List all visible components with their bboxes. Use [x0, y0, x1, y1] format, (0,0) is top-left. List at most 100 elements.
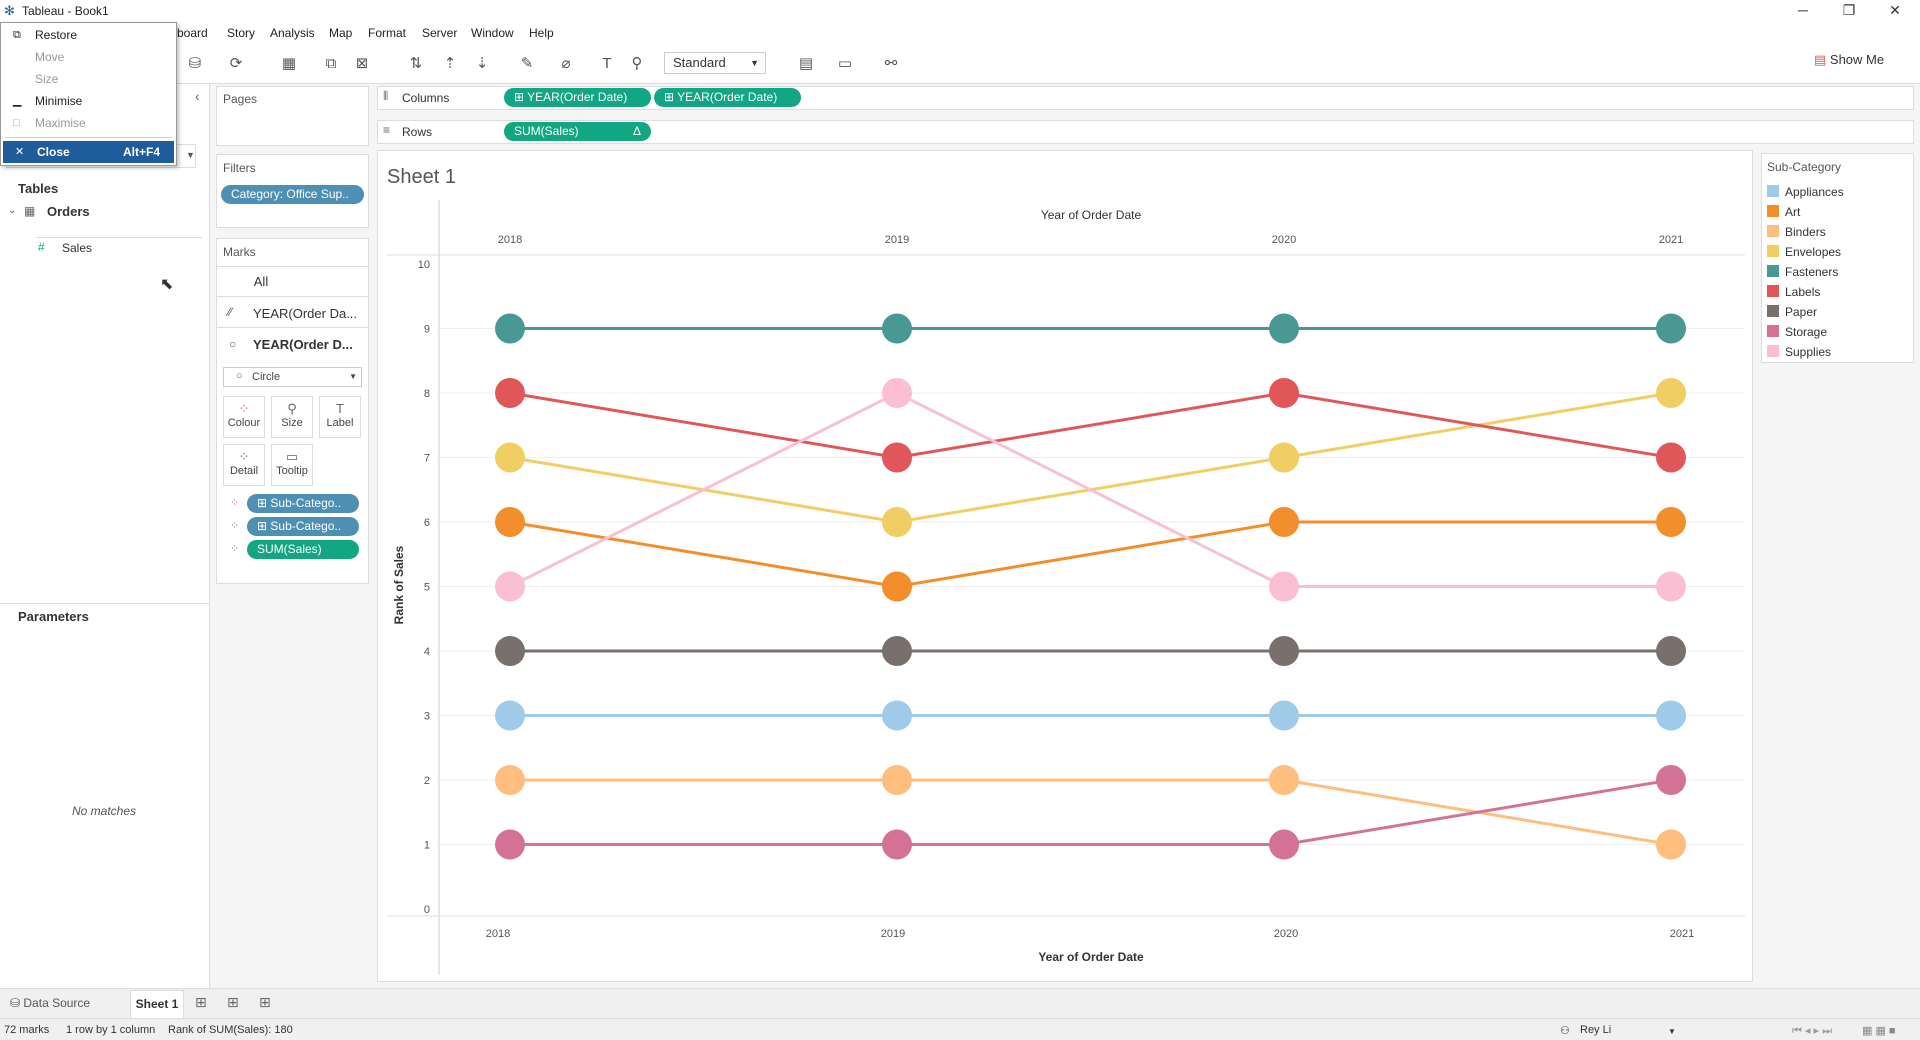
data-source-tab[interactable]: ⛁ Data Source — [10, 996, 90, 1010]
colour-button[interactable]: ⁘ Colour — [223, 396, 265, 438]
show-mark-labels-icon[interactable]: T — [602, 55, 612, 72]
menu-item-maximise[interactable]: □ Maximise — [1, 112, 176, 134]
restore-window-button[interactable]: ❐ — [1842, 2, 1856, 18]
close-icon: ✕ — [15, 146, 25, 158]
swap-rows-columns-icon[interactable]: ⇅ — [409, 55, 423, 72]
marks-all-tab[interactable]: All — [253, 274, 269, 289]
rows-pill-sales[interactable]: SUM(Sales) Δ — [504, 122, 651, 141]
user-name[interactable]: Rey Li — [1580, 1024, 1612, 1036]
restore-icon: ⧉ — [13, 29, 21, 41]
new-worksheet-icon[interactable]: ▦ — [281, 55, 297, 72]
legend-item[interactable]: Paper — [1767, 305, 1817, 321]
tab-sheet-1[interactable]: Sheet 1 — [130, 990, 184, 1018]
legend-item[interactable]: Envelopes — [1767, 245, 1841, 261]
marks-layer-line[interactable]: YEAR(Order Da... — [253, 306, 358, 321]
legend-item[interactable]: Storage — [1767, 325, 1827, 341]
field-sales[interactable]: Sales — [62, 241, 93, 255]
fix-axes-icon[interactable]: ⚲ — [631, 55, 643, 72]
menu-server[interactable]: Server — [422, 26, 458, 40]
data-point — [1269, 442, 1299, 473]
group-members-icon[interactable]: ⌀ — [561, 55, 571, 72]
marks-layer-circle[interactable]: YEAR(Order D... — [253, 337, 353, 352]
menu-item-close[interactable]: ✕ Close Alt+F4 — [3, 141, 174, 163]
maximise-label: Maximise — [35, 116, 86, 130]
marks-pill-subcategory-colour[interactable]: ⊞ Sub-Catego.. — [247, 494, 359, 513]
x-tick-label-top: 2019 — [885, 234, 909, 246]
chevron-down-icon[interactable]: ▼ — [1668, 1027, 1676, 1036]
tableau-logo-icon: ✻ — [4, 3, 15, 18]
menu-help[interactable]: Help — [529, 26, 554, 40]
data-point — [882, 636, 912, 666]
marks-pill-sum-sales[interactable]: SUM(Sales) — [247, 540, 359, 559]
legend-item[interactable]: Appliances — [1767, 185, 1844, 201]
sort-descending-icon[interactable]: ⇣ — [475, 55, 489, 72]
menu-item-restore[interactable]: ⧉ Restore — [1, 24, 176, 46]
presentation-mode-icon[interactable]: ▭ — [837, 55, 853, 72]
highlight-icon[interactable]: ✎ — [520, 55, 534, 72]
share-icon[interactable]: ⚯ — [884, 55, 898, 72]
x-tick-label-top: 2018 — [498, 234, 522, 246]
series-line — [509, 520, 1671, 589]
colour-icon: ⁘ — [238, 401, 250, 416]
legend-item[interactable]: Art — [1767, 205, 1800, 221]
sheet-navigation-icon[interactable]: ⏮ ◂ ▸ ⏭ — [1792, 1025, 1833, 1037]
legend-item[interactable]: Supplies — [1767, 345, 1831, 361]
legend-item[interactable]: Fasteners — [1767, 265, 1838, 281]
marks-pill-subcategory-detail[interactable]: ⊞ Sub-Catego.. — [247, 517, 359, 536]
fit-select[interactable]: Standard ▼ — [664, 52, 766, 74]
label-button[interactable]: T Label — [319, 396, 361, 438]
mark-type-select[interactable]: ○ Circle ▼ — [223, 367, 362, 387]
parameters-heading: Parameters — [18, 609, 89, 624]
save-data-icon[interactable]: ⛁ — [188, 55, 202, 72]
x-tick-label-bottom: 2018 — [486, 928, 510, 940]
no-matches-text: No matches — [72, 804, 137, 818]
colour-label: Colour — [227, 417, 261, 429]
menu-map[interactable]: Map — [329, 26, 353, 40]
divider — [216, 296, 369, 297]
tooltip-button[interactable]: ▭ Tooltip — [271, 444, 313, 486]
menu-item-minimise[interactable]: ▁ Minimise — [1, 90, 176, 112]
refresh-icon[interactable]: ⟳ — [229, 55, 243, 72]
show-cards-icon[interactable]: ▤ — [798, 55, 814, 72]
menu-analysis[interactable]: Analysis — [270, 26, 315, 40]
legend-swatch — [1767, 345, 1779, 357]
data-point — [495, 829, 525, 860]
size-button[interactable]: ⚲ Size — [271, 396, 313, 438]
new-dashboard-icon[interactable]: ⊞ — [227, 994, 239, 1010]
menu-item-move[interactable]: Move — [1, 46, 176, 68]
label-icon: T — [336, 401, 344, 416]
legend-item[interactable]: Binders — [1767, 225, 1826, 241]
divider — [216, 266, 369, 267]
sort-ascending-icon[interactable]: ⇡ — [443, 55, 457, 72]
minimise-icon: ▁ — [13, 95, 22, 107]
chevron-down-icon[interactable]: ▼ — [186, 150, 195, 160]
legend-label: Storage — [1785, 325, 1828, 339]
show-me-button[interactable]: ▤ Show Me — [1814, 52, 1884, 68]
menu-story[interactable]: Story — [227, 26, 256, 40]
close-window-button[interactable]: ✕ — [1889, 2, 1901, 18]
new-story-icon[interactable]: ⊞ — [259, 994, 271, 1010]
view-mode-icon[interactable]: ▦ ▦ ■ — [1862, 1025, 1896, 1037]
data-point — [1269, 378, 1299, 408]
clear-sheet-icon[interactable]: ⊠ — [355, 55, 369, 72]
menu-format[interactable]: Format — [368, 26, 407, 40]
new-worksheet-icon[interactable]: ⊞ — [195, 994, 207, 1010]
chevron-down-icon[interactable]: ⌄ — [8, 205, 17, 216]
tooltip-label: Tooltip — [276, 465, 308, 477]
sheet-title: Sheet 1 — [387, 166, 456, 188]
menu-dashboard[interactable]: board — [177, 26, 208, 40]
menu-item-size[interactable]: Size — [1, 68, 176, 90]
filter-pill-category[interactable]: Category: Office Sup.. — [221, 185, 364, 204]
legend-item[interactable]: Labels — [1767, 285, 1820, 301]
table-orders[interactable]: Orders — [47, 204, 90, 219]
data-point — [495, 700, 525, 731]
duplicate-sheet-icon[interactable]: ⧉ — [325, 55, 337, 72]
minimize-window-button[interactable]: ─ — [1798, 2, 1808, 18]
columns-pill-year[interactable]: ⊞ YEAR(Order Date) — [504, 88, 651, 107]
detail-button[interactable]: ⁘ Detail — [223, 444, 265, 486]
pages-card[interactable] — [216, 86, 369, 146]
database-icon: ⛁ — [10, 996, 24, 1010]
collapse-pane-icon[interactable]: ‹ — [195, 88, 200, 104]
menu-window[interactable]: Window — [471, 26, 514, 40]
columns-pill-year[interactable]: ⊞ YEAR(Order Date) — [654, 88, 801, 107]
